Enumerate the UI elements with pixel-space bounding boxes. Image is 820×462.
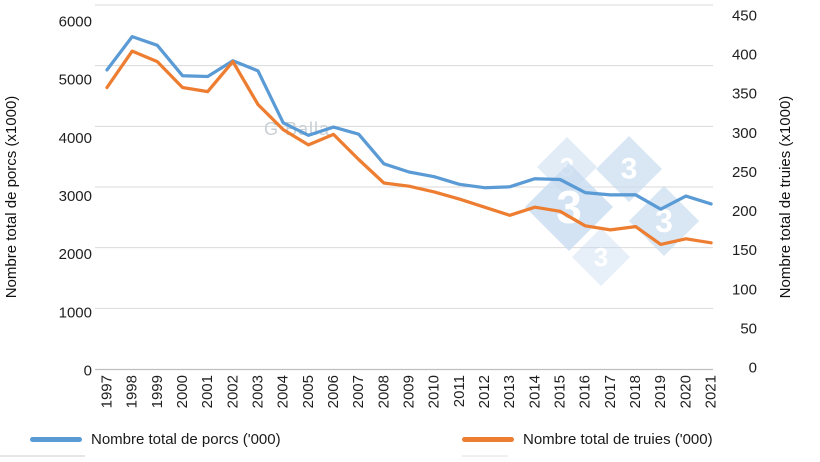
watermark-diamond	[525, 163, 613, 251]
x-axis-tick-label: 1998	[124, 375, 141, 408]
x-axis-tick-label: 2009	[401, 375, 418, 408]
gridlines	[95, 4, 713, 371]
x-axis-tick-label: 2001	[199, 375, 216, 408]
series-line-truies	[105, 49, 713, 247]
series-line-porcs	[105, 34, 713, 211]
cropped-artifact-bar	[462, 455, 508, 457]
x-axis-tick-label: 2010	[426, 375, 443, 408]
watermark: G Balla 33333	[264, 119, 699, 286]
axis-ticks: 0 1000 2000 3000 4000 5000 6000 0 50 100 150 200 250…	[59, 8, 757, 409]
right-axis-tick-label: 300	[732, 125, 757, 142]
right-axis-title: Nombre total de truies (x1000)	[777, 96, 794, 299]
x-axis-tick-label: 2003	[250, 375, 267, 408]
right-axis-tick-label: 0	[749, 360, 757, 377]
watermark-digit: 3	[621, 153, 638, 186]
legend-label-truies: Nombre total de truies ('000)	[523, 430, 713, 448]
right-axis-tick-label: 150	[732, 242, 757, 259]
x-axis-tick-label: 2007	[350, 375, 367, 408]
legend-swatch-porcs-icon	[30, 436, 82, 442]
x-axis-tick-label: 2021	[703, 375, 720, 408]
left-axis-tick-label: 0	[84, 363, 92, 380]
legend-label-porcs: Nombre total de porcs ('000)	[91, 430, 281, 448]
watermark-diamond	[596, 136, 662, 202]
watermark-digit: 3	[594, 242, 608, 272]
x-axis-tick-label: 2005	[300, 375, 317, 408]
cropped-artifact-bar	[0, 455, 85, 457]
legend-item-porcs: Nombre total de porcs ('000)	[30, 430, 281, 448]
series-lines	[105, 34, 713, 247]
x-axis-tick-label: 2011	[451, 375, 468, 407]
x-axis-tick-label: 1997	[99, 375, 116, 408]
left-axis-title: Nombre total de porcs (x1000)	[3, 96, 20, 299]
x-axis-tick-label: 2018	[627, 375, 644, 408]
x-axis-tick-label: 2012	[476, 375, 493, 408]
watermark-diamond	[572, 228, 630, 286]
x-axis-tick-label: 2020	[677, 375, 694, 408]
legend-swatch-truies-icon	[462, 436, 514, 442]
x-axis-tick-label: 2019	[652, 375, 669, 408]
right-axis-tick-label: 400	[732, 47, 757, 64]
right-axis-tick-label: 100	[732, 281, 757, 298]
x-axis-tick-label: 2008	[375, 375, 392, 408]
left-axis-tick-label: 1000	[59, 304, 92, 321]
left-axis-tick-label: 4000	[59, 130, 92, 147]
x-axis-tick-label: 2015	[552, 375, 569, 408]
x-axis-tick-label: 2004	[275, 375, 292, 408]
x-axis-tick-label: 2006	[325, 375, 342, 408]
left-axis-tick-label: 5000	[59, 72, 92, 89]
right-axis-tick-label: 450	[732, 8, 757, 25]
x-axis-tick-label: 1999	[149, 375, 166, 408]
right-axis-tick-label: 250	[732, 164, 757, 181]
x-axis-tick-label: 2000	[174, 375, 191, 408]
left-axis-tick-label: 6000	[59, 14, 92, 31]
right-axis-tick-label: 200	[732, 203, 757, 220]
left-axis-tick-label: 2000	[59, 246, 92, 263]
legend-item-truies: Nombre total de truies ('000)	[462, 430, 713, 448]
right-axis-tick-label: 50	[740, 320, 757, 337]
x-axis-tick-label: 2014	[526, 375, 543, 408]
x-axis-tick-label: 2016	[577, 375, 594, 408]
watermark-digit: 3	[655, 203, 673, 239]
x-axis-tick-label: 2013	[501, 375, 518, 408]
left-axis-tick-label: 3000	[59, 188, 92, 205]
right-axis-tick-label: 350	[732, 86, 757, 103]
x-axis-tick-label: 2017	[602, 375, 619, 408]
x-axis-tick-label: 2002	[224, 375, 241, 408]
